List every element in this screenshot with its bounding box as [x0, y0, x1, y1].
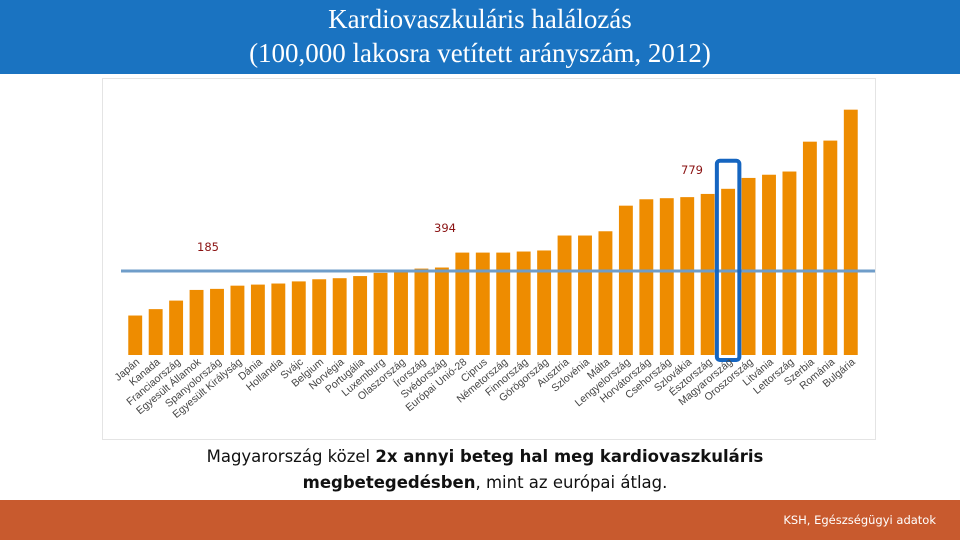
bar-europai-unio-28: [455, 252, 470, 355]
bar-lengyelorszag: [618, 205, 633, 355]
bar-ciprus: [475, 252, 490, 355]
chart-area: 185 394 779 Japán Kanada Franciaország Egyesül…: [102, 78, 876, 440]
bar-chart: 185394779JapánKanadaFranciaországEgyesül…: [113, 109, 875, 421]
bar-szlovenia: [578, 235, 592, 355]
bar-litvania: [762, 174, 776, 355]
bar-szlovakia: [680, 197, 695, 355]
bar-csehorszag: [659, 198, 674, 355]
bar-romania: [823, 140, 838, 355]
bar-horvatorszag: [639, 199, 654, 355]
caption: Magyarország közel 2x annyi beteg hal me…: [120, 444, 850, 496]
bar-dania: [250, 284, 265, 355]
bar-franciaorszag: [169, 300, 184, 355]
bar-ausztria: [557, 235, 572, 355]
bar-luxemburg: [373, 272, 388, 355]
highlight-box: [714, 158, 742, 362]
bar-svedorszag: [434, 267, 449, 355]
caption-text-1: Magyarország közel: [206, 447, 376, 466]
bar-oroszorszag: [741, 177, 756, 355]
caption-text-bold: 2x annyi beteg hal meg kardiovaszkuláris…: [302, 447, 764, 492]
bar-hollandia: [271, 283, 286, 355]
bar-norvegia: [332, 278, 347, 355]
bar-kanada: [148, 309, 163, 355]
bar-malta: [598, 231, 613, 355]
bar-lettorszag: [782, 171, 797, 355]
bar-irorszag: [414, 268, 429, 355]
bar-szerbia: [802, 141, 817, 355]
data-label-japan: 185: [197, 240, 219, 254]
bar-egyesult-kiralysag: [230, 285, 245, 355]
chart-title-line-1: Kardiovaszkuláris halálozás: [328, 4, 632, 34]
bar-bulgaria: [843, 109, 858, 355]
source-note: KSH, Egészségügyi adatok: [783, 513, 936, 527]
bar-japan: [128, 315, 143, 355]
bar-belgium: [312, 279, 327, 355]
bar-finnorszag: [516, 251, 531, 355]
bar-esztorszag: [700, 193, 715, 355]
data-label-europai-unio-28: 394: [434, 221, 456, 235]
title-banner: Kardiovaszkuláris halálozás (100,000 lak…: [0, 0, 960, 74]
bar-nemetorszag: [496, 252, 511, 355]
bar-portugalia: [353, 276, 368, 355]
bar-egyesult-allamok: [189, 289, 204, 355]
bar-svajc: [291, 281, 306, 355]
footer-bar: KSH, Egészségügyi adatok: [0, 500, 960, 540]
bar-olaszorszag: [394, 271, 408, 355]
data-label-magyarorszag: 779: [681, 163, 703, 177]
chart-title-line-2: (100,000 lakosra vetített arányszám, 201…: [249, 38, 711, 68]
bar-spanyolorszag: [210, 288, 224, 355]
bar-gorogorszag: [537, 250, 552, 355]
caption-text-2: , mint az európai átlag.: [475, 473, 668, 492]
